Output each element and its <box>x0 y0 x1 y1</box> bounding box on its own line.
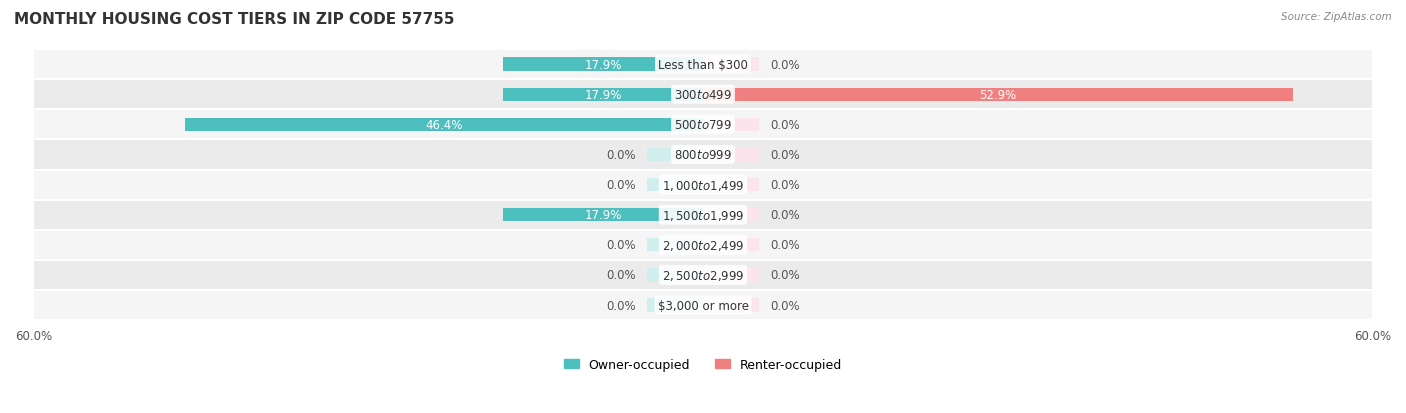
Text: 17.9%: 17.9% <box>585 58 621 71</box>
Bar <box>647 119 703 132</box>
Bar <box>647 88 703 102</box>
Bar <box>647 178 703 192</box>
Text: 0.0%: 0.0% <box>770 269 800 282</box>
Bar <box>34 260 1372 290</box>
Bar <box>503 88 703 102</box>
Bar <box>186 119 703 132</box>
Bar <box>703 178 759 192</box>
Text: $300 to $499: $300 to $499 <box>673 88 733 102</box>
Bar <box>34 200 1372 230</box>
Bar <box>34 230 1372 260</box>
Bar <box>34 50 1372 80</box>
Text: $2,000 to $2,499: $2,000 to $2,499 <box>662 238 744 252</box>
Text: 52.9%: 52.9% <box>980 88 1017 102</box>
Text: $2,500 to $2,999: $2,500 to $2,999 <box>662 268 744 282</box>
Text: 0.0%: 0.0% <box>770 299 800 312</box>
Bar <box>34 80 1372 110</box>
Bar <box>703 119 759 132</box>
Bar <box>34 290 1372 320</box>
Bar <box>703 269 759 282</box>
Bar <box>647 239 703 252</box>
Text: 17.9%: 17.9% <box>585 88 621 102</box>
Bar <box>503 58 703 71</box>
Text: $1,000 to $1,499: $1,000 to $1,499 <box>662 178 744 192</box>
Text: 0.0%: 0.0% <box>770 119 800 131</box>
Bar <box>34 170 1372 200</box>
Bar <box>34 110 1372 140</box>
Text: 0.0%: 0.0% <box>770 58 800 71</box>
Text: 0.0%: 0.0% <box>606 179 636 192</box>
Text: MONTHLY HOUSING COST TIERS IN ZIP CODE 57755: MONTHLY HOUSING COST TIERS IN ZIP CODE 5… <box>14 12 454 27</box>
Bar <box>647 209 703 222</box>
Bar <box>647 148 703 161</box>
Text: 17.9%: 17.9% <box>585 209 621 222</box>
Bar <box>703 88 1294 102</box>
Text: 0.0%: 0.0% <box>770 239 800 252</box>
Bar <box>703 209 759 222</box>
Text: Less than $300: Less than $300 <box>658 58 748 71</box>
Text: 46.4%: 46.4% <box>426 119 463 131</box>
Text: 0.0%: 0.0% <box>606 269 636 282</box>
Bar <box>703 299 759 312</box>
Bar <box>503 209 703 222</box>
Bar <box>703 58 759 71</box>
Bar <box>34 140 1372 170</box>
Text: $500 to $799: $500 to $799 <box>673 119 733 131</box>
Text: 0.0%: 0.0% <box>606 149 636 161</box>
Bar <box>703 88 759 102</box>
Text: 0.0%: 0.0% <box>606 239 636 252</box>
Text: 0.0%: 0.0% <box>770 149 800 161</box>
Text: $800 to $999: $800 to $999 <box>673 149 733 161</box>
Text: $1,500 to $1,999: $1,500 to $1,999 <box>662 208 744 222</box>
Text: 0.0%: 0.0% <box>606 299 636 312</box>
Legend: Owner-occupied, Renter-occupied: Owner-occupied, Renter-occupied <box>564 358 842 371</box>
Bar <box>647 299 703 312</box>
Bar <box>647 269 703 282</box>
Text: 0.0%: 0.0% <box>770 209 800 222</box>
Bar <box>647 58 703 71</box>
Text: $3,000 or more: $3,000 or more <box>658 299 748 312</box>
Text: 0.0%: 0.0% <box>770 179 800 192</box>
Text: Source: ZipAtlas.com: Source: ZipAtlas.com <box>1281 12 1392 22</box>
Bar <box>703 239 759 252</box>
Bar <box>703 148 759 161</box>
